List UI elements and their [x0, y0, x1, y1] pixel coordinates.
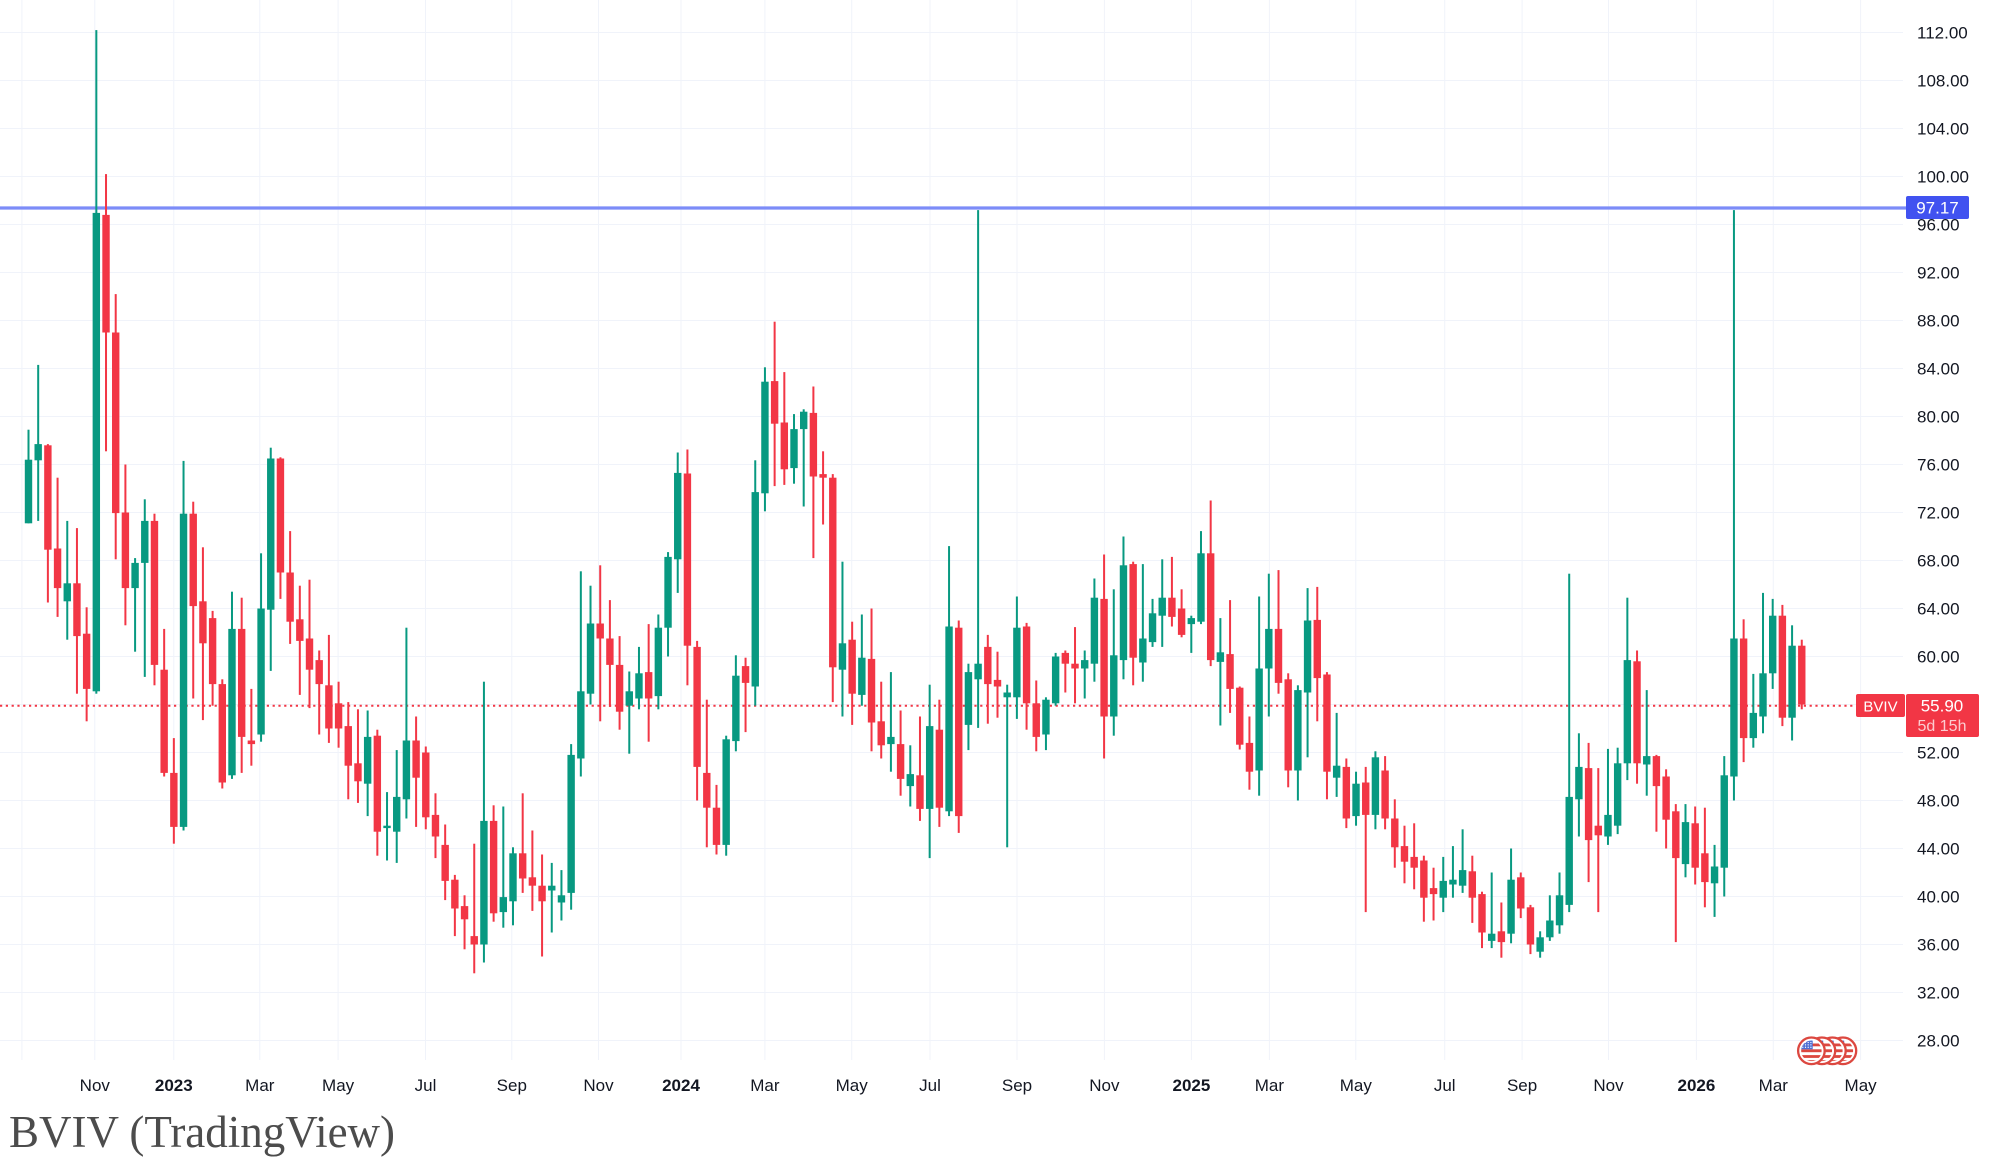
svg-text:Mar: Mar	[245, 1076, 275, 1095]
svg-text:100.00: 100.00	[1917, 168, 1969, 187]
svg-text:104.00: 104.00	[1917, 120, 1969, 139]
svg-text:36.00: 36.00	[1917, 936, 1960, 955]
svg-text:40.00: 40.00	[1917, 888, 1960, 907]
svg-text:BVIV: BVIV	[1863, 699, 1897, 716]
svg-text:Nov: Nov	[80, 1076, 111, 1095]
svg-text:Mar: Mar	[1759, 1076, 1789, 1095]
svg-text:28.00: 28.00	[1917, 1032, 1960, 1051]
svg-text:32.00: 32.00	[1917, 984, 1960, 1003]
svg-text:96.00: 96.00	[1917, 216, 1960, 235]
svg-text:Sep: Sep	[497, 1076, 527, 1095]
svg-text:48.00: 48.00	[1917, 792, 1960, 811]
svg-text:44.00: 44.00	[1917, 840, 1960, 859]
svg-text:112.00: 112.00	[1917, 24, 1968, 43]
svg-text:Nov: Nov	[583, 1076, 614, 1095]
svg-text:88.00: 88.00	[1917, 312, 1960, 331]
svg-text:Mar: Mar	[1255, 1076, 1285, 1095]
svg-text:Sep: Sep	[1507, 1076, 1537, 1095]
svg-text:84.00: 84.00	[1917, 360, 1960, 379]
svg-text:5d 15h: 5d 15h	[1918, 718, 1967, 735]
svg-text:Sep: Sep	[1002, 1076, 1032, 1095]
svg-text:Mar: Mar	[750, 1076, 780, 1095]
svg-text:Jul: Jul	[1434, 1076, 1456, 1095]
svg-text:Jul: Jul	[919, 1076, 941, 1095]
svg-text:108.00: 108.00	[1917, 72, 1969, 91]
svg-text:2024: 2024	[662, 1076, 700, 1095]
svg-text:BVIV (TradingView): BVIV (TradingView)	[9, 1107, 395, 1157]
svg-text:80.00: 80.00	[1917, 408, 1960, 427]
svg-text:2026: 2026	[1677, 1076, 1715, 1095]
svg-text:64.00: 64.00	[1917, 600, 1960, 619]
svg-text:76.00: 76.00	[1917, 456, 1960, 475]
svg-text:May: May	[322, 1076, 355, 1095]
svg-text:97.17: 97.17	[1916, 199, 1959, 218]
svg-text:52.00: 52.00	[1917, 744, 1960, 763]
svg-text:Jul: Jul	[415, 1076, 437, 1095]
svg-text:72.00: 72.00	[1917, 504, 1960, 523]
svg-text:92.00: 92.00	[1917, 264, 1960, 283]
svg-text:Nov: Nov	[1089, 1076, 1120, 1095]
svg-text:60.00: 60.00	[1917, 648, 1960, 667]
svg-text:2025: 2025	[1172, 1076, 1210, 1095]
svg-text:55.90: 55.90	[1921, 697, 1964, 716]
svg-text:May: May	[1845, 1076, 1878, 1095]
svg-text:Nov: Nov	[1593, 1076, 1624, 1095]
svg-text:May: May	[1340, 1076, 1373, 1095]
svg-text:2023: 2023	[155, 1076, 193, 1095]
svg-text:May: May	[836, 1076, 869, 1095]
svg-text:68.00: 68.00	[1917, 552, 1960, 571]
